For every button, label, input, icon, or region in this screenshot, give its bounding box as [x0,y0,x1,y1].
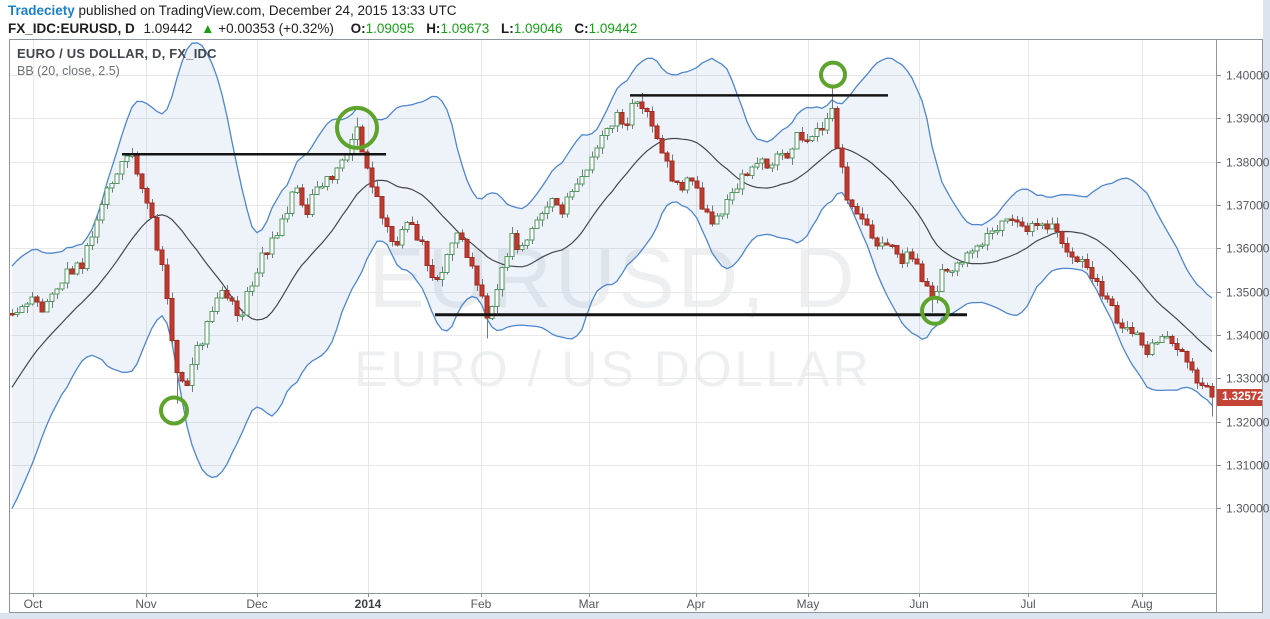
candles [10,85,1215,417]
price-tick-label: 1.33000 [1226,372,1270,386]
legend-symbol-title[interactable]: EURO / US DOLLAR, D, FX_IDC [17,46,217,61]
time-axis[interactable]: Oct Nov Dec 2014 Feb Mar Apr May Jun Jul Aug [24,594,1153,611]
highlight-circle [920,295,950,326]
time-tick-label: Jun [909,597,928,611]
price-tick-label: 1.36000 [1226,242,1270,256]
time-tick-label: Nov [135,597,156,611]
close-value: 1.09442 [588,21,638,36]
price-tick-label: 1.39000 [1226,112,1270,126]
time-tick-label: Mar [579,597,600,611]
close-label: C: [574,21,589,36]
price-tick-label: 1.40000 [1226,69,1270,83]
price-tick-label: 1.30000 [1226,502,1270,516]
highlight-circle [159,395,189,426]
time-tick-label: Feb [471,597,492,611]
publish-byline: Tradeciety published on TradingView.com,… [8,3,457,18]
highlight-circle [335,105,379,150]
byline-text: published on TradingView.com, December 2… [74,3,457,18]
time-tick-label: Dec [246,597,267,611]
high-label: H: [426,21,441,36]
high-value: 1.09673 [440,21,490,36]
price-tick-label: 1.32000 [1226,416,1270,430]
time-tick-label: Aug [1131,597,1152,611]
highlight-circle [819,60,847,89]
price-axis[interactable]: 1.40000 1.39000 1.38000 1.37000 1.36000 1.350… [1217,69,1270,516]
time-tick-label: Apr [687,597,706,611]
gridlines [10,40,1216,593]
annotations [122,60,967,426]
price-tick-label: 1.35000 [1226,286,1270,300]
chart-legend: EURO / US DOLLAR, D, FX_IDC BB (20, clos… [17,46,217,78]
open-value: 1.09095 [365,21,415,36]
low-label: L: [501,21,514,36]
price-tick-label: 1.31000 [1226,459,1270,473]
time-tick-label: Oct [24,597,43,611]
chart-borders [9,39,1263,613]
price-tick-label: 1.37000 [1226,199,1270,213]
price-tick-label: 1.34000 [1226,329,1270,343]
bollinger-bands [11,42,1213,509]
time-tick-label: Jul [1020,597,1035,611]
legend-indicator[interactable]: BB (20, close, 2.5) [17,64,120,78]
author-link[interactable]: Tradeciety [8,3,75,18]
change-value: +0.00353 (+0.32%) [218,21,334,36]
symbol-quote-bar: FX_IDC:EURUSD, D 1.09442 ▲ +0.00353 (+0.… [8,21,637,36]
low-value: 1.09046 [513,21,563,36]
price-tick-label: 1.38000 [1226,156,1270,170]
symbol-name[interactable]: FX_IDC:EURUSD, D [8,21,135,36]
time-tick-label: 2014 [355,597,382,611]
last-price-label: 1.32572 [1217,388,1264,406]
up-arrow-icon: ▲ [201,21,215,36]
last-value: 1.09442 [143,21,193,36]
open-label: O: [350,21,366,36]
time-tick-label: May [797,597,820,611]
